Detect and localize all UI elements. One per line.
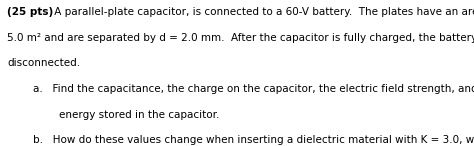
Text: a.   Find the capacitance, the charge on the capacitor, the electric field stren: a. Find the capacitance, the charge on t…: [33, 84, 474, 94]
Text: disconnected.: disconnected.: [7, 58, 80, 68]
Text: (25 pts): (25 pts): [7, 7, 54, 17]
Text: A parallel-plate capacitor, is connected to a 60-V battery.  The plates have an : A parallel-plate capacitor, is connected…: [51, 7, 474, 17]
Text: energy stored in the capacitor.: energy stored in the capacitor.: [33, 110, 219, 119]
Text: 5.0 m² and are separated by d = 2.0 mm.  After the capacitor is fully charged, t: 5.0 m² and are separated by d = 2.0 mm. …: [7, 33, 474, 43]
Text: b.   How do these values change when inserting a dielectric material with K = 3.: b. How do these values change when inser…: [33, 135, 474, 145]
